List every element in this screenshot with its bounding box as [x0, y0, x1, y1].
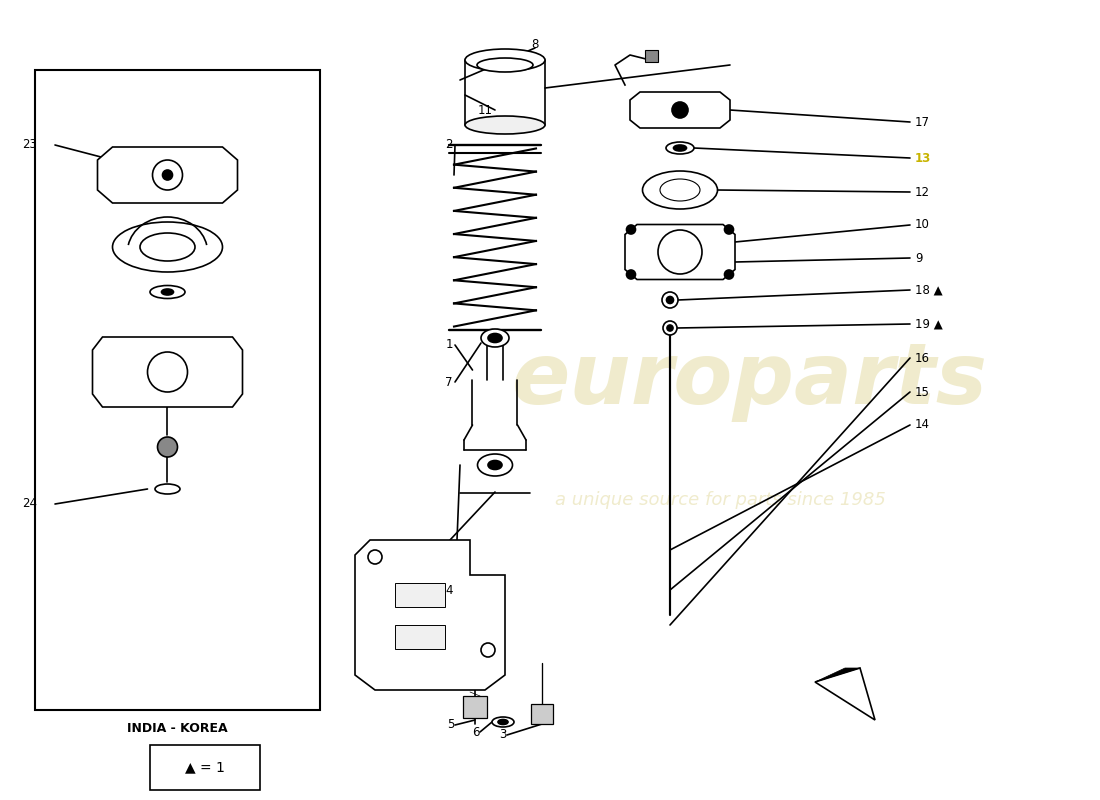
Text: 8: 8: [531, 38, 539, 50]
Text: INDIA - KOREA: INDIA - KOREA: [128, 722, 228, 734]
Ellipse shape: [666, 142, 694, 154]
Text: 14: 14: [915, 418, 930, 431]
Text: 6: 6: [473, 726, 480, 738]
Circle shape: [368, 550, 382, 564]
Text: 12: 12: [915, 186, 930, 198]
Ellipse shape: [481, 329, 509, 347]
Text: 24: 24: [22, 498, 37, 510]
Text: ▲ = 1: ▲ = 1: [185, 761, 224, 774]
Text: 7: 7: [446, 375, 453, 389]
Ellipse shape: [477, 58, 534, 72]
Polygon shape: [815, 668, 875, 720]
Bar: [395, 625, 446, 649]
Ellipse shape: [492, 717, 514, 727]
Ellipse shape: [465, 116, 544, 134]
Polygon shape: [625, 225, 735, 279]
Text: a unique source for parts since 1985: a unique source for parts since 1985: [554, 491, 886, 509]
Ellipse shape: [660, 179, 700, 201]
Polygon shape: [355, 540, 505, 690]
Circle shape: [147, 352, 187, 392]
Ellipse shape: [150, 286, 185, 298]
Circle shape: [627, 270, 636, 279]
Text: europarts: europarts: [512, 338, 988, 422]
Bar: [531, 704, 553, 724]
Polygon shape: [98, 147, 238, 203]
Circle shape: [672, 102, 688, 118]
Text: 17: 17: [915, 115, 930, 129]
Ellipse shape: [465, 49, 544, 71]
Circle shape: [627, 225, 636, 234]
Circle shape: [662, 292, 678, 308]
Text: 23: 23: [22, 138, 37, 151]
Text: 15: 15: [915, 386, 930, 398]
Text: 11: 11: [478, 103, 493, 117]
Text: 16: 16: [915, 351, 930, 365]
Text: 3: 3: [499, 729, 507, 742]
Bar: [463, 696, 487, 718]
Ellipse shape: [642, 171, 717, 209]
Circle shape: [157, 437, 177, 457]
Polygon shape: [92, 337, 242, 407]
Ellipse shape: [498, 719, 508, 725]
Text: 1: 1: [446, 338, 453, 351]
Text: 19 ▲: 19 ▲: [915, 318, 943, 330]
Ellipse shape: [140, 233, 195, 261]
Text: 10: 10: [915, 218, 930, 231]
Circle shape: [667, 325, 673, 331]
Ellipse shape: [477, 454, 513, 476]
Circle shape: [725, 225, 734, 234]
Text: 9: 9: [915, 251, 923, 265]
Bar: [395, 583, 446, 607]
Circle shape: [163, 170, 173, 180]
Circle shape: [667, 297, 673, 303]
Text: 18 ▲: 18 ▲: [915, 283, 943, 297]
Polygon shape: [630, 92, 730, 128]
Ellipse shape: [155, 484, 180, 494]
Bar: [35, 70, 320, 710]
Circle shape: [725, 270, 734, 279]
Polygon shape: [815, 668, 860, 682]
Circle shape: [481, 643, 495, 657]
Circle shape: [658, 230, 702, 274]
Ellipse shape: [112, 222, 222, 272]
Circle shape: [153, 160, 183, 190]
Circle shape: [663, 321, 676, 335]
Text: 2: 2: [446, 138, 453, 151]
Ellipse shape: [673, 145, 686, 151]
Text: 13: 13: [915, 151, 932, 165]
Bar: [645, 50, 658, 62]
Ellipse shape: [488, 461, 502, 470]
Text: 4: 4: [446, 583, 453, 597]
Ellipse shape: [488, 334, 502, 342]
Ellipse shape: [162, 289, 174, 295]
Text: 5: 5: [448, 718, 455, 731]
Bar: [150, 745, 260, 790]
